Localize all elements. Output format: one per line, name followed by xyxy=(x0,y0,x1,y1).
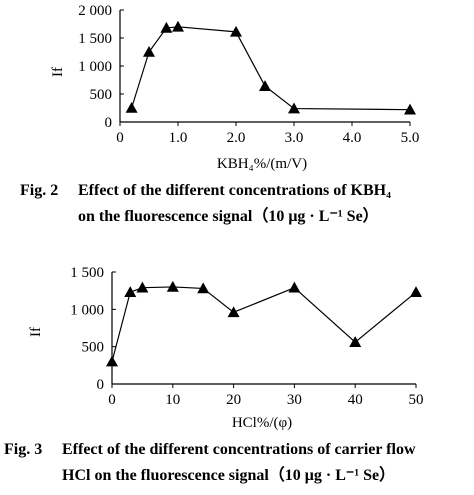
axes xyxy=(111,272,416,385)
hcl-fluorescence-chart: If 0 500 1 000 1 500 0 10 20 30 40 50 HCl%/(φ) xyxy=(28,265,424,431)
data-point-triangle xyxy=(124,286,137,297)
y-tick-label: 0 xyxy=(97,377,105,393)
y-tick-label: 1 500 xyxy=(78,31,112,47)
data-point-triangle xyxy=(106,355,118,367)
series-line-path xyxy=(111,286,417,362)
figure-number: Fig. 3 xyxy=(4,441,43,458)
data-point-triangle xyxy=(136,281,149,293)
data-point-triangle xyxy=(172,20,184,32)
axes xyxy=(119,10,410,123)
x-tick-label: 10 xyxy=(165,392,180,408)
x-axis-label: HCl%/(φ) xyxy=(232,415,292,431)
data-point-triangle xyxy=(288,281,301,293)
x-tick-label: 1.0 xyxy=(169,130,188,146)
x-tick-label: 5.0 xyxy=(401,130,420,146)
data-point-triangle xyxy=(230,25,242,37)
data-point-triangle xyxy=(227,306,240,318)
y-axis-label: If xyxy=(28,327,44,337)
y-tick-label: 1 500 xyxy=(70,265,104,281)
data-point-triangle xyxy=(197,282,210,294)
x-tick-label: 40 xyxy=(348,392,363,408)
y-axis-label: If xyxy=(50,67,66,77)
figure-caption-3: Fig. 3 Effect of the different concentrat… xyxy=(4,437,416,489)
y-ticks: 0 500 1 000 1 500 xyxy=(70,265,116,393)
y-ticks: 0 500 1 000 1 500 2 000 xyxy=(78,3,124,131)
x-tick-label: 2.0 xyxy=(227,130,246,146)
x-tick-label: 20 xyxy=(226,392,241,408)
y-tick-label: 500 xyxy=(82,340,105,356)
y-axis-title: If xyxy=(50,67,66,77)
figure-caption-2: Fig. 2 Effect of the different concentrat… xyxy=(20,178,391,230)
figure-number: Fig. 2 xyxy=(20,182,59,199)
caption-line-1: Effect of the different concentrations o… xyxy=(62,441,416,458)
data-point-triangle xyxy=(404,103,416,115)
data-point-triangle xyxy=(160,21,173,33)
series-line xyxy=(125,20,416,115)
data-point-triangle xyxy=(125,102,138,113)
series-line xyxy=(106,280,422,367)
x-ticks: 0 10 20 30 40 50 xyxy=(108,384,424,408)
y-tick-label: 2 000 xyxy=(78,3,112,19)
x-tick-label: 0 xyxy=(108,392,116,408)
x-tick-label: 50 xyxy=(409,392,424,408)
y-tick-label: 1 000 xyxy=(70,302,104,318)
x-tick-label: 4.0 xyxy=(343,130,362,146)
data-point-triangle xyxy=(166,280,179,292)
x-ticks: 0 1.0 2.0 3.0 4.0 5.0 xyxy=(116,122,419,146)
caption-line-2: HCl on the fluorescence signal（10 μg · L… xyxy=(62,467,396,484)
y-axis-title: If xyxy=(28,327,44,337)
series-line-path xyxy=(131,26,411,111)
x-tick-label: 30 xyxy=(287,392,302,408)
data-point-triangle xyxy=(288,102,300,114)
y-tick-label: 1 000 xyxy=(78,59,112,75)
data-point-triangle xyxy=(259,80,271,91)
data-point-triangle xyxy=(349,336,362,347)
x-tick-label: 3.0 xyxy=(285,130,304,146)
caption-line-1: Effect of the different concentrations o… xyxy=(78,182,391,199)
x-tick-label: 0 xyxy=(116,130,124,146)
data-point-triangle xyxy=(143,46,155,57)
y-tick-label: 0 xyxy=(105,115,113,131)
data-point-triangle xyxy=(410,286,422,297)
caption-line-2: on the fluorescence signal（10 μg · L⁻¹ S… xyxy=(78,208,379,225)
x-axis-label: KBH₄%/(m/V) xyxy=(217,156,307,172)
y-tick-label: 500 xyxy=(90,87,113,103)
